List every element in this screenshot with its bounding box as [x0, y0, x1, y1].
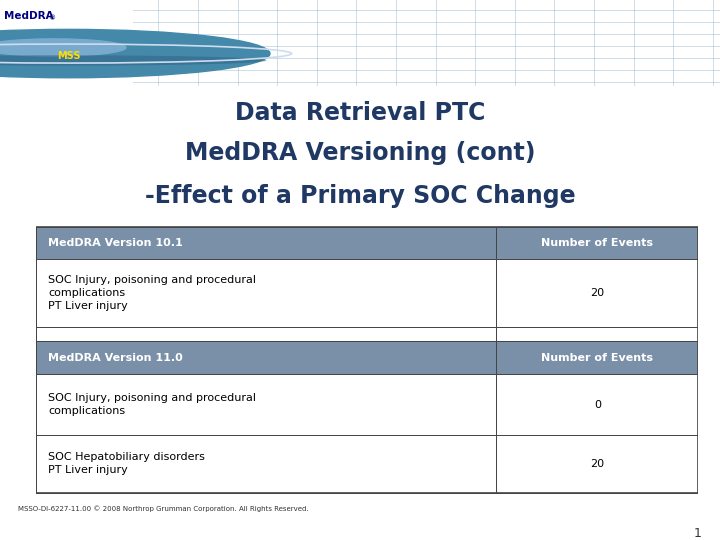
Text: 1: 1 — [694, 526, 702, 539]
Text: Number of Events: Number of Events — [541, 238, 653, 248]
Bar — [36, 341, 496, 374]
Bar — [496, 374, 698, 435]
Text: MSSO-DI-6227-11.00 © 2008 Northrop Grumman Corporation. All Rights Reserved.: MSSO-DI-6227-11.00 © 2008 Northrop Grumm… — [18, 505, 309, 512]
Bar — [36, 374, 496, 435]
Bar — [36, 227, 496, 259]
Ellipse shape — [0, 55, 266, 66]
Text: MedDRA Version 11.0: MedDRA Version 11.0 — [48, 353, 183, 363]
Text: SOC Hepatobiliary disorders
PT Liver injury: SOC Hepatobiliary disorders PT Liver inj… — [48, 453, 204, 475]
Text: ®: ® — [49, 16, 56, 22]
Bar — [496, 327, 698, 341]
Bar — [36, 327, 496, 341]
Text: 20: 20 — [590, 288, 605, 298]
Text: 0: 0 — [594, 400, 601, 410]
Circle shape — [0, 29, 270, 78]
Text: SOC Injury, poisoning and procedural
complications: SOC Injury, poisoning and procedural com… — [48, 393, 256, 416]
Text: 20: 20 — [590, 459, 605, 469]
Bar — [496, 341, 698, 374]
Bar — [496, 435, 698, 492]
Text: MedDRA Versioning (cont): MedDRA Versioning (cont) — [185, 140, 535, 165]
Bar — [0, 0, 133, 86]
Text: MSS: MSS — [57, 51, 80, 61]
Text: MedDRA: MedDRA — [4, 11, 53, 21]
Bar — [496, 227, 698, 259]
Circle shape — [0, 39, 126, 56]
Text: MedDRA Version 10.1: MedDRA Version 10.1 — [48, 238, 183, 248]
Text: Number of Events: Number of Events — [541, 353, 653, 363]
Bar — [36, 435, 496, 492]
Text: Data Retrieval PTC: Data Retrieval PTC — [235, 101, 485, 125]
Bar — [496, 259, 698, 327]
Bar — [36, 259, 496, 327]
Text: SOC Injury, poisoning and procedural
complications
PT Liver injury: SOC Injury, poisoning and procedural com… — [48, 275, 256, 311]
Text: -Effect of a Primary SOC Change: -Effect of a Primary SOC Change — [145, 184, 575, 208]
